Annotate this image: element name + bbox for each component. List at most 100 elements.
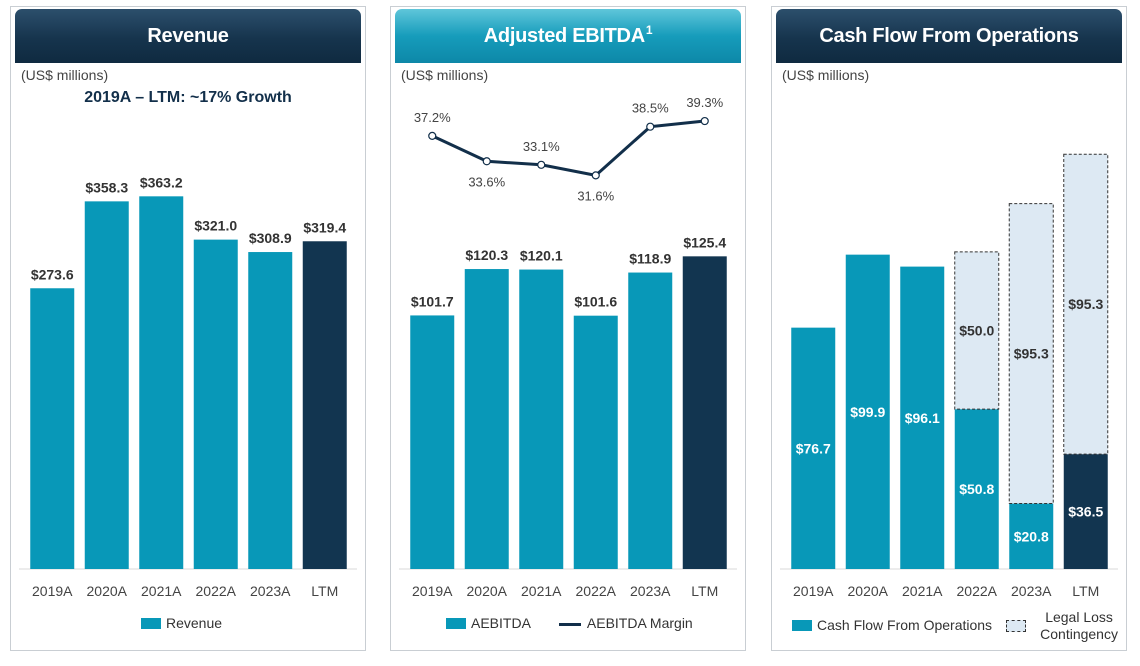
legend-label-aebitda: AEBITDA [471,615,531,631]
revenue-header: Revenue [15,9,361,63]
x-tick-label: 2019A [793,583,834,599]
bar [84,201,129,570]
revenue-legend: Revenue [141,615,236,631]
data-label: $308.9 [249,230,292,246]
ebitda-panel: Adjusted EBITDA 1 (US$ millions) 2019A 202… [390,6,746,651]
bar [410,315,455,569]
data-label: $76.7 [796,440,831,456]
data-label: $96.1 [905,410,940,426]
margin-point [537,160,546,169]
bar [845,254,890,569]
data-label: $50.8 [959,481,994,497]
x-tick-label: 2021A [521,583,562,599]
cfo-chart: 2019A 2020A 2021A 2022A 2023A LTM $76.7 $99.9 $9… [780,153,1118,599]
data-label: $125.4 [683,234,726,250]
margin-point [428,131,437,140]
ebitda-title-footnote: 1 [645,23,653,37]
legend-label-margin: AEBITDA Margin [586,615,693,631]
data-label: $319.4 [303,219,346,235]
legend-swatch-margin [558,623,581,626]
margin-point [591,171,600,180]
contingency-bar [1008,203,1054,505]
data-label: $363.2 [140,174,183,190]
cfo-title: Cash Flow From Operations [819,24,1079,47]
x-tick-label: 2022A [196,583,237,599]
legend-item-cfo: Cash Flow From Operations [792,617,992,633]
margin-label: 33.1% [523,139,560,154]
data-label: $118.9 [629,251,671,267]
revenue-growth-subtitle: 2019A – LTM: ~17% Growth [84,89,292,106]
legend-swatch-cfo [792,620,812,631]
legend-label-cfo: Cash Flow From Operations [817,617,993,633]
bar [193,239,238,569]
revenue-title: Revenue [147,24,229,47]
cfo-legend: Cash Flow From Operations Legal Loss Con… [792,609,1124,643]
bar [1063,454,1108,569]
x-tick-label: 2019A [412,583,453,599]
legend-swatch-aebitda [446,618,466,629]
x-tick-label: LTM [691,583,718,599]
margin-label: 33.6% [468,174,505,189]
margin-line [431,119,705,177]
bar [248,252,293,569]
margin-point [482,157,491,166]
x-tick-label: 2023A [250,583,291,599]
bar [464,269,509,569]
ebitda-chart: 2019A 2020A 2021A 2022A 2023A LTM $101.7 $120.3… [399,95,737,599]
bar [954,409,999,569]
bar [302,241,347,569]
ebitda-units: (US$ millions) [401,67,489,83]
bar [791,327,836,569]
x-tick-label: LTM [1072,583,1099,599]
cfo-header: Cash Flow From Operations [776,9,1122,63]
contingency-label: $50.0 [959,322,994,338]
data-label: $99.9 [850,404,885,420]
legend-item-contingency: Legal Loss Contingency [1006,609,1124,643]
cfo-panel: Cash Flow From Operations (US$ millions)… [771,6,1127,651]
margin-label: 38.5% [632,101,669,116]
legend-label-contingency: Legal Loss Contingency [1040,609,1118,642]
contingency-bar [1063,153,1109,455]
data-label: $120.1 [520,248,563,264]
margin-label: 31.6% [577,188,614,203]
contingency-bar [954,251,1000,410]
bar [1009,503,1054,569]
data-label: $36.5 [1068,504,1103,520]
x-tick-label: 2020A [467,583,508,599]
ebitda-title: Adjusted EBITDA [483,24,645,47]
legend-item-margin: AEBITDA Margin [558,615,693,631]
revenue-panel: Revenue (US$ millions) 2019A – LTM: ~17%… [10,6,366,651]
data-label: $120.3 [465,247,508,263]
margin-label: 37.2% [414,110,451,125]
x-tick-label: 2020A [87,583,128,599]
legend-label-revenue: Revenue [166,615,223,631]
ebitda-header: Adjusted EBITDA 1 [395,9,741,63]
data-label: $101.6 [574,294,617,310]
margin-label: 39.3% [686,95,723,110]
x-tick-label: LTM [311,583,338,599]
data-label: $273.6 [31,266,74,282]
x-tick-label: 2020A [848,583,889,599]
x-tick-label: 2022A [576,583,617,599]
x-tick-label: 2021A [902,583,943,599]
bar [900,266,945,569]
x-tick-label: 2019A [32,583,73,599]
bar [519,269,564,569]
bar [139,196,184,570]
bar [573,315,618,569]
bar [628,272,673,569]
x-tick-label: 2022A [957,583,998,599]
data-label: $321.0 [194,218,237,234]
margin-point [646,122,655,131]
legend-swatch-revenue [141,618,161,629]
contingency-label: $95.3 [1014,346,1049,362]
x-tick-label: 2021A [141,583,182,599]
revenue-chart: 2019A 2020A 2021A 2022A 2023A LTM $273.6 $358.3… [19,174,357,599]
bar [682,256,727,569]
cfo-units: (US$ millions) [782,67,870,83]
contingency-label: $95.3 [1068,296,1103,312]
revenue-units: (US$ millions) [21,67,109,83]
legend-item-revenue: Revenue [141,615,222,631]
data-label: $101.7 [411,293,454,309]
x-tick-label: 2023A [630,583,671,599]
